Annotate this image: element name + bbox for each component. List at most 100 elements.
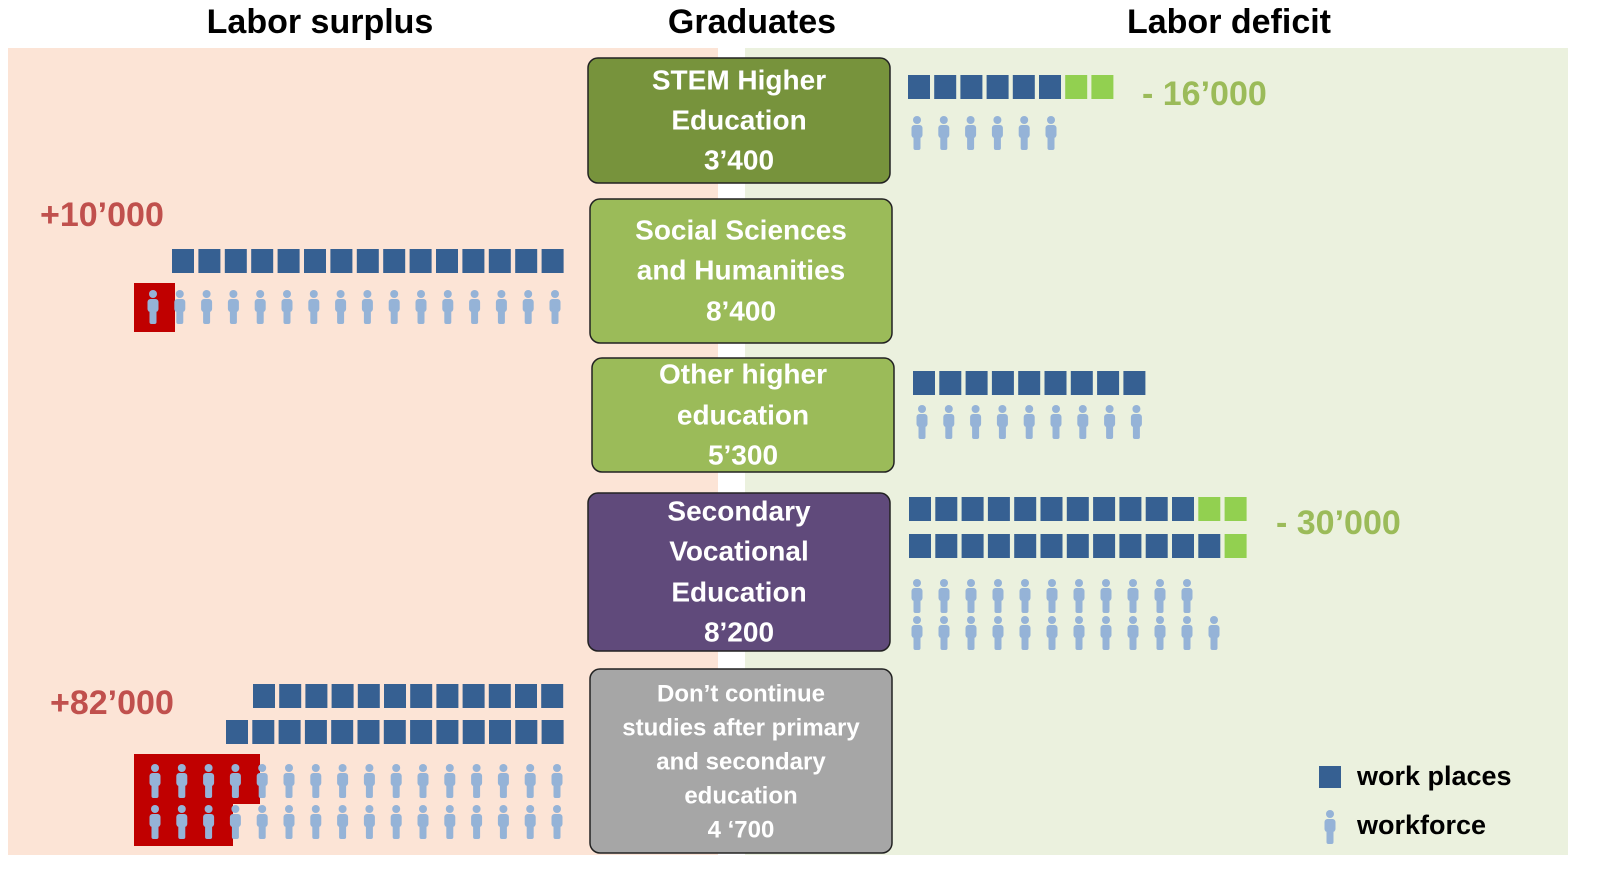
legend-square [1319, 766, 1341, 788]
graduates-box [589, 198, 893, 344]
workforce-icon [1018, 116, 1030, 150]
workforce-icon [938, 116, 950, 150]
work-place-icon [277, 249, 300, 273]
workforce-icon [176, 764, 188, 798]
workforce-icon [229, 764, 241, 798]
legend-label: workforce [1356, 810, 1486, 840]
work-place-icon [356, 249, 379, 273]
workforce-icon [938, 579, 950, 613]
work-place-icon [965, 371, 988, 395]
work-place-icon [515, 249, 538, 273]
work-place-icon [1039, 75, 1061, 99]
work-place-icon [986, 75, 1009, 99]
work-place-icon [515, 684, 537, 708]
box-text: and Humanities [637, 254, 845, 285]
work-place-icon [410, 720, 433, 744]
work-place-icon [908, 75, 930, 99]
work-place-icon [935, 497, 958, 521]
workforce-icon [417, 764, 429, 798]
work-place-icon [1224, 497, 1247, 521]
workforce-icon [227, 290, 239, 324]
workforce-icon [149, 764, 161, 798]
legend-label: work places [1356, 761, 1512, 791]
workforce-icon [256, 805, 268, 839]
work-place-icon [331, 684, 354, 708]
workforce-icon [1023, 405, 1035, 439]
work-place-icon [1224, 534, 1247, 558]
workforce-icon [549, 290, 561, 324]
work-place-icon [436, 720, 459, 744]
workforce-icon [390, 764, 402, 798]
workforce-icon [203, 805, 215, 839]
work-place-icon [541, 720, 564, 744]
workforce-icon [1073, 579, 1085, 613]
work-place-icon [1145, 497, 1168, 521]
workforce-icon [417, 805, 429, 839]
box-text: 8’200 [704, 616, 774, 647]
surplus-label: +82’000 [50, 684, 174, 722]
work-place-icon [226, 720, 248, 744]
workforce-icon [551, 764, 563, 798]
workforce-icon [1154, 579, 1166, 613]
workforce-icon [991, 116, 1003, 150]
workforce-icon [283, 805, 295, 839]
header: Labor surplus [207, 3, 434, 41]
deficit-label: - 16’000 [1142, 75, 1267, 113]
workforce-icon [1045, 116, 1057, 150]
work-place-icon [251, 249, 274, 273]
work-place-icon [1044, 371, 1067, 395]
work-place-icon [1119, 534, 1142, 558]
header: Graduates [668, 3, 836, 41]
work-place-icon [961, 534, 984, 558]
work-place-icon [383, 249, 406, 273]
workforce-icon [337, 805, 349, 839]
work-place-icon [489, 720, 511, 744]
workforce-icon [310, 764, 322, 798]
workforce-icon [1019, 579, 1031, 613]
box-text: Vocational [669, 535, 809, 566]
workforce-icon [444, 764, 456, 798]
work-place-icon [1012, 75, 1035, 99]
workforce-icon [281, 290, 293, 324]
work-place-icon [278, 720, 301, 744]
work-place-icon [1040, 497, 1063, 521]
work-place-icon [436, 684, 459, 708]
work-place-icon [913, 371, 935, 395]
work-place-icon [1172, 497, 1194, 521]
work-place-icon [939, 371, 962, 395]
workforce-icon [916, 405, 928, 439]
work-place-icon [357, 720, 380, 744]
work-place-icon [436, 249, 458, 273]
graduates-box [591, 357, 895, 473]
workforce-icon [1181, 579, 1193, 613]
deficit-label: - 30’000 [1276, 504, 1401, 542]
workforce-icon [1154, 616, 1166, 650]
work-place-icon [224, 249, 247, 273]
workforce-icon [203, 764, 215, 798]
workforce-icon [938, 616, 950, 650]
work-place-icon [1040, 534, 1063, 558]
work-place-icon [462, 720, 485, 744]
workforce-icon [1181, 616, 1193, 650]
work-place-icon [1198, 497, 1221, 521]
workforce-icon [1077, 405, 1089, 439]
workforce-icon [1208, 616, 1220, 650]
workforce-icon [911, 616, 923, 650]
workforce-icon [911, 579, 923, 613]
box-text: Secondary [667, 495, 811, 526]
workforce-icon [229, 805, 241, 839]
workforce-icon [497, 764, 509, 798]
work-place-icon [252, 720, 275, 744]
work-place-icon [935, 534, 958, 558]
workforce-icon [992, 579, 1004, 613]
workforce-icon [965, 579, 977, 613]
work-place-icon [304, 249, 326, 273]
workforce-icon [1019, 616, 1031, 650]
box-text: Don’t continue [657, 680, 825, 707]
work-place-icon [515, 720, 538, 744]
work-place-icon [172, 249, 194, 273]
work-place-icon [1123, 371, 1146, 395]
header: Labor deficit [1127, 3, 1331, 41]
work-place-icon [383, 720, 406, 744]
work-place-icon [1014, 534, 1037, 558]
